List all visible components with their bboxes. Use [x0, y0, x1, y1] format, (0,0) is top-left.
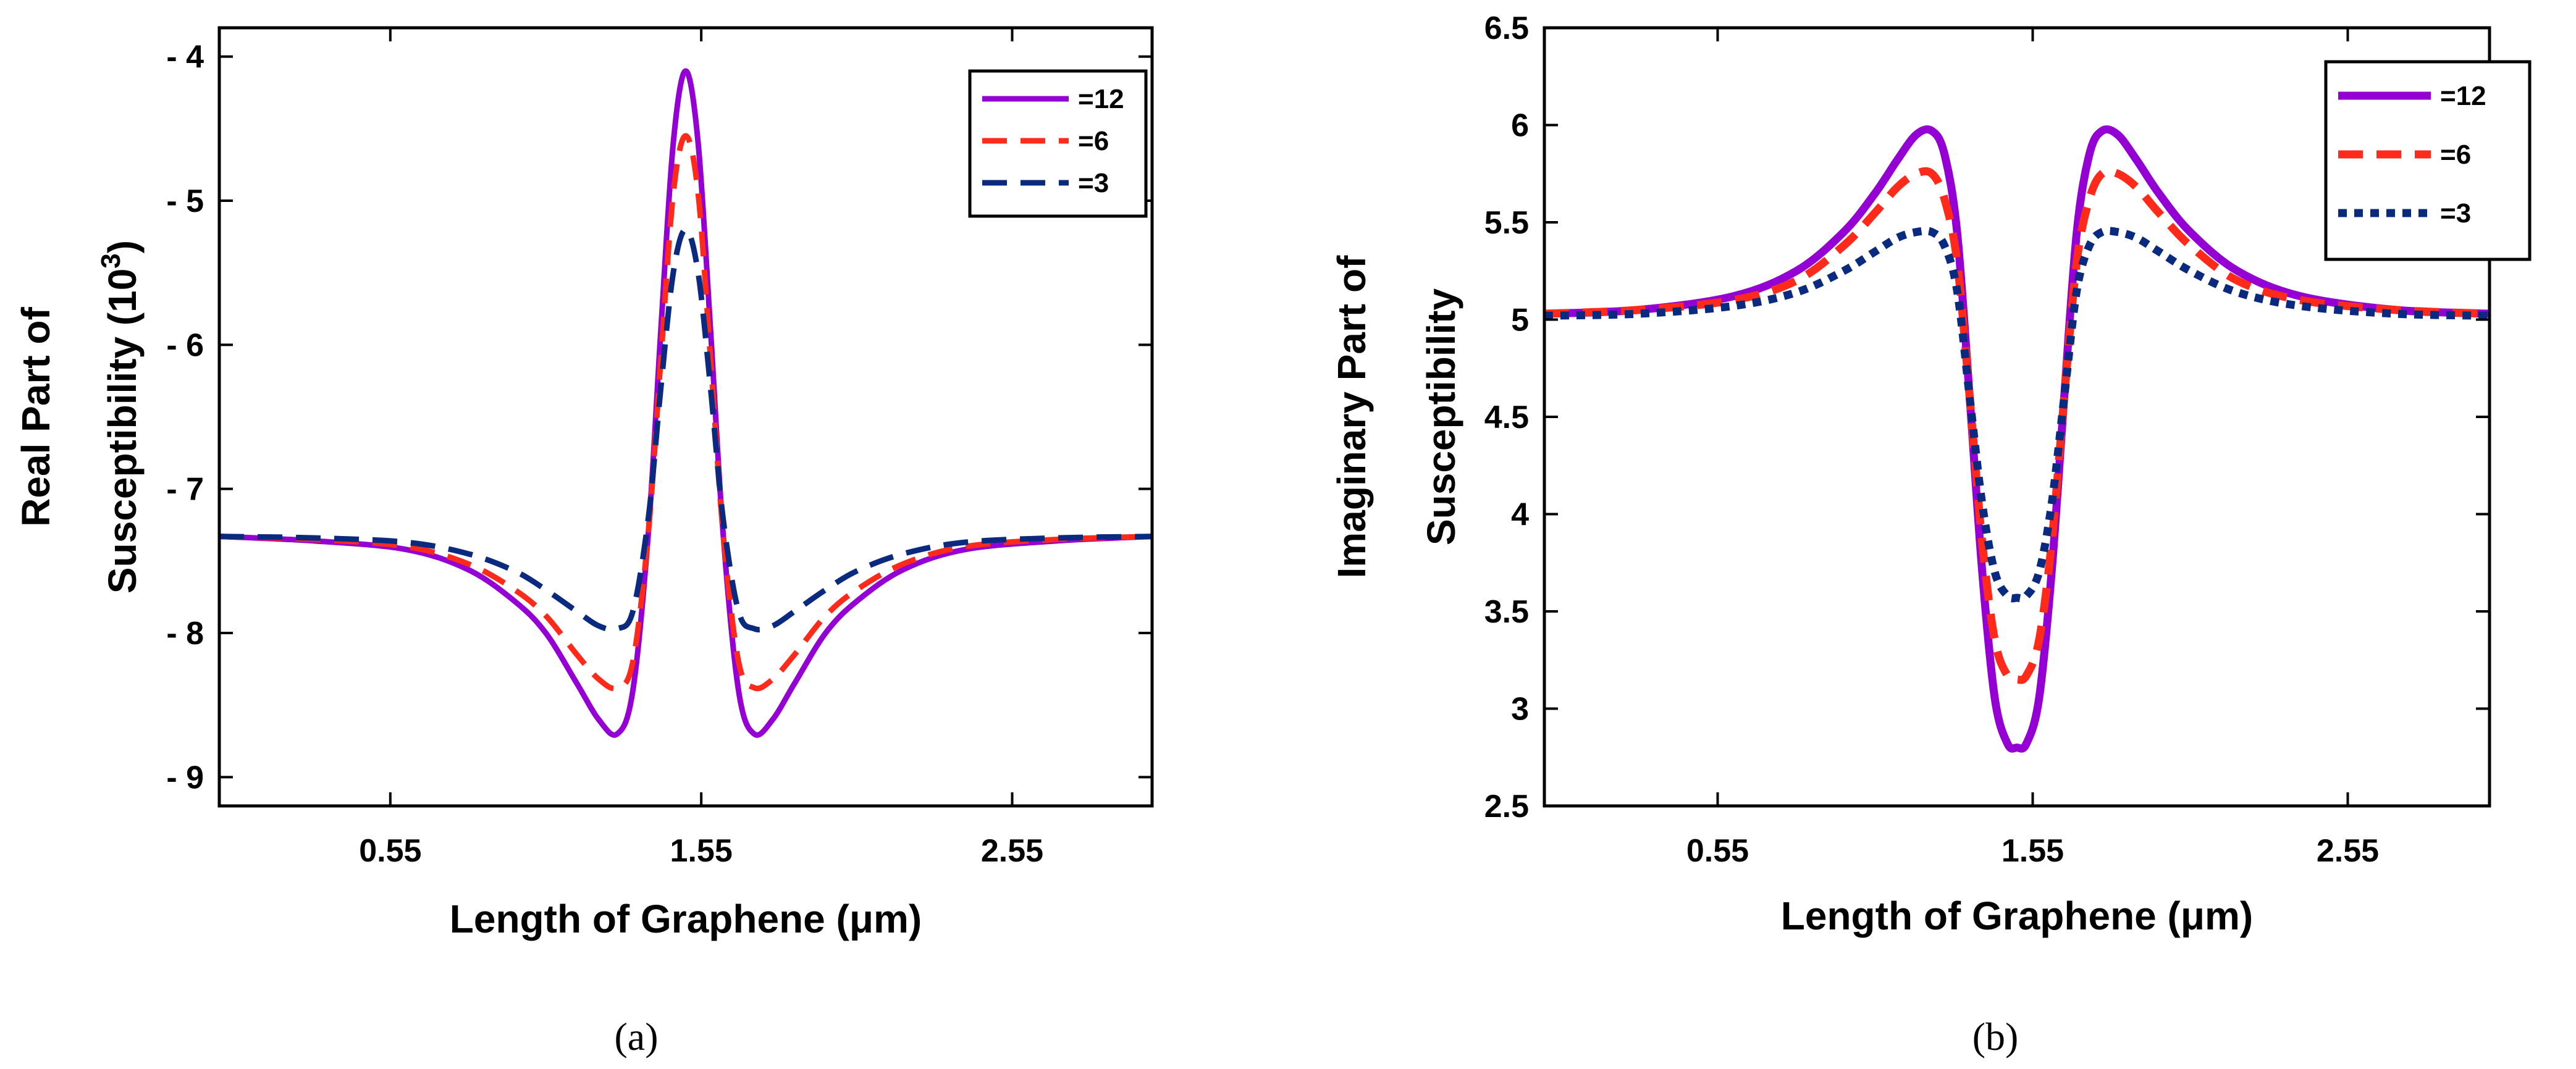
- legend-label: =6: [2440, 140, 2471, 170]
- series-line-a-2: [219, 227, 1152, 633]
- x-tick-label: 2.55: [981, 833, 1043, 869]
- x-tick-label: 1.55: [670, 833, 733, 869]
- chart-a: 0.55 1.55 2.55 - 4 - 5 - 6 - 7 - 8 - 9 Length of …: [14, 26, 1154, 941]
- y-axis-label-line: Susceptibility: [1419, 288, 1463, 546]
- series-line-b-2: [1544, 227, 2490, 603]
- panel-caption-b: (b): [1972, 1015, 2019, 1059]
- y-tick-label: - 6: [166, 327, 204, 363]
- y-tick-label: 5.5: [1484, 205, 1529, 241]
- y-axis-label-line: Imaginary Part of: [1329, 255, 1374, 579]
- legend: =12 =6 =3: [2324, 60, 2532, 261]
- y-tick-label: 6: [1511, 108, 1529, 144]
- legend-box: [968, 69, 1148, 218]
- legend-label: =3: [2440, 198, 2471, 228]
- x-axis-label: Length of Graphene (μm): [450, 897, 922, 941]
- series-line-b-1: [1544, 167, 2490, 684]
- legend: =12 =6 =3: [968, 69, 1148, 218]
- y-tick-label: 4: [1511, 497, 1529, 533]
- y-tick-label: - 4: [166, 40, 204, 75]
- axes-box: [217, 26, 1154, 808]
- y-tick-label: 2.5: [1484, 789, 1529, 824]
- x-tick-label: 0.55: [1686, 833, 1749, 869]
- legend-label: =6: [1078, 126, 1109, 156]
- chart-b: 0.55 1.55 2.55 2.5 3 3.5 4 4.5 5 5.5 6 6.5 Length of…: [1329, 10, 2532, 938]
- y-tick-label: 3.5: [1484, 594, 1529, 630]
- series-line-a-1: [219, 133, 1152, 692]
- x-tick-label: 0.55: [359, 833, 421, 869]
- y-tick-label: 5: [1511, 303, 1529, 338]
- legend-label: =12: [1078, 84, 1124, 114]
- x-tick-label: 1.55: [2001, 833, 2064, 869]
- y-tick-label: - 7: [166, 472, 204, 508]
- y-tick-label: 4.5: [1484, 400, 1529, 435]
- series-line-a-0: [219, 68, 1152, 738]
- y-axis-label-line: Real Part of: [14, 306, 58, 526]
- y-tick-label: - 5: [166, 183, 204, 219]
- legend-box: [2324, 60, 2532, 261]
- y-tick-label: 6.5: [1484, 10, 1529, 46]
- series-group: [1544, 125, 2490, 753]
- legend-label: =12: [2440, 81, 2486, 111]
- legend-label: =3: [1078, 168, 1109, 198]
- y-axis-label-line: Susceptibility (103): [96, 240, 145, 593]
- panel-caption-a: (a): [614, 1015, 658, 1059]
- y-tick-label: - 8: [166, 616, 204, 652]
- x-tick-label: 2.55: [2317, 833, 2379, 869]
- x-axis-label: Length of Graphene (μm): [1781, 894, 2253, 938]
- y-tick-label: - 9: [166, 760, 204, 795]
- series-line-b-0: [1544, 125, 2490, 753]
- series-group: [219, 68, 1152, 738]
- y-tick-label: 3: [1511, 692, 1529, 727]
